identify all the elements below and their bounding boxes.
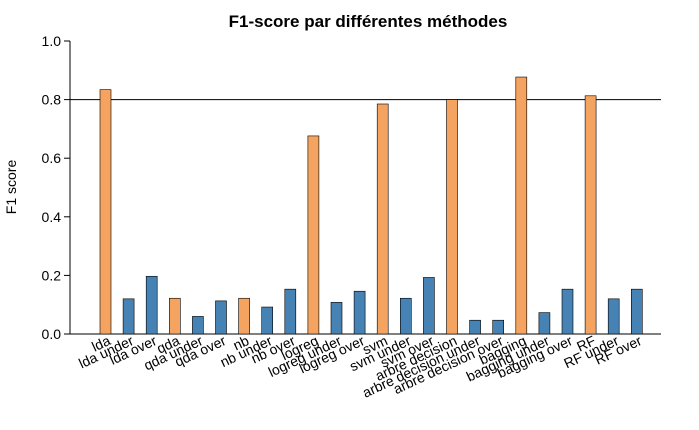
x-tick-label: nb: [230, 332, 251, 353]
bar: [192, 316, 204, 335]
bar: [446, 99, 458, 335]
bar: [469, 319, 481, 335]
bar: [99, 89, 112, 335]
bar: [515, 76, 528, 335]
y-tick-label: 0.2: [42, 267, 62, 283]
bar: [399, 297, 412, 335]
bar: [284, 288, 297, 335]
bar: [492, 319, 505, 335]
y-tick-label: 0.6: [42, 150, 62, 166]
bar: [353, 290, 366, 335]
bar: [145, 275, 158, 335]
y-tick-label: 0.0: [42, 326, 62, 342]
chart-title: F1-score par différentes méthodes: [229, 12, 508, 31]
bar: [169, 297, 181, 335]
bar: [376, 103, 389, 335]
bar: [238, 297, 250, 335]
y-tick-label: 0.8: [42, 92, 62, 108]
bar: [215, 300, 227, 335]
bar: [261, 306, 274, 335]
x-tick-label: RF over: [592, 332, 644, 368]
y-tick-label: 0.4: [42, 209, 62, 225]
x-tick-label: RF: [574, 332, 598, 354]
bar: [607, 298, 620, 335]
bar: [561, 288, 574, 335]
y-tick-label: 1.0: [42, 33, 62, 49]
bar: [423, 277, 435, 335]
bar: [630, 288, 643, 335]
y-axis-label: F1 score: [3, 160, 19, 215]
x-tick-label: lda: [89, 332, 113, 354]
bar: [584, 95, 597, 335]
bar: [307, 135, 320, 335]
bar: [538, 312, 551, 335]
bar: [122, 298, 135, 335]
bar: [330, 302, 343, 335]
